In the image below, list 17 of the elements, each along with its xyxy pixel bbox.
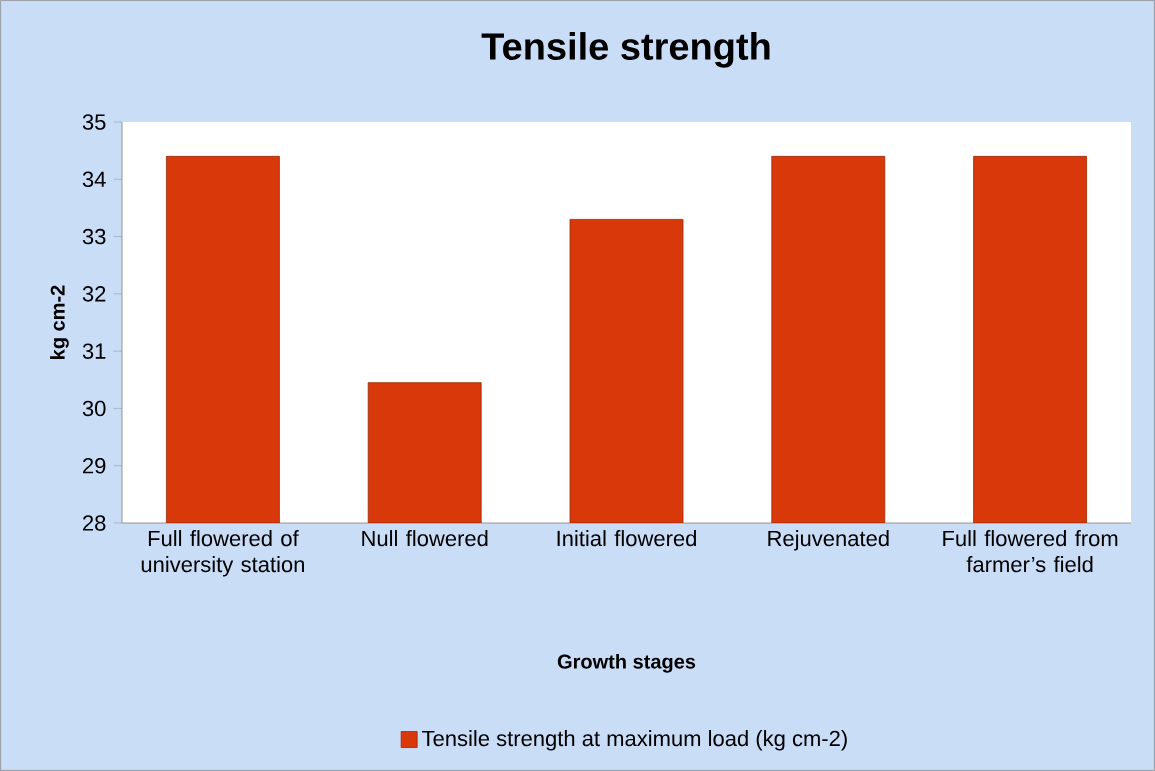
y-tick-label: 31 [82,343,106,359]
x-tick-label: Rejuvenated [768,530,889,551]
x-axis-title: Growth stages [557,653,696,673]
y-tick-label: 35 [82,114,106,130]
x-tick-label: Full flowered of university station [141,530,304,577]
x-tick-label: Full flowered from farmer’s field [943,530,1118,573]
y-tick-label: 28 [83,515,106,531]
x-tick-label: Initial flowered [557,530,696,547]
y-tick-label: 29 [83,457,106,474]
y-tick-label: 30 [82,400,106,417]
y-axis-title: kg cm-2 [50,285,69,359]
x-tick-label: Null flowered [362,530,488,547]
y-tick-label: 32 [82,286,106,302]
chart-title: Tensile strength [481,32,770,68]
y-tick-label: 33 [82,228,106,245]
legend-label: Tensile strength at maximum load (kg cm-2) [422,730,847,751]
y-tick-label: 34 [82,171,106,188]
